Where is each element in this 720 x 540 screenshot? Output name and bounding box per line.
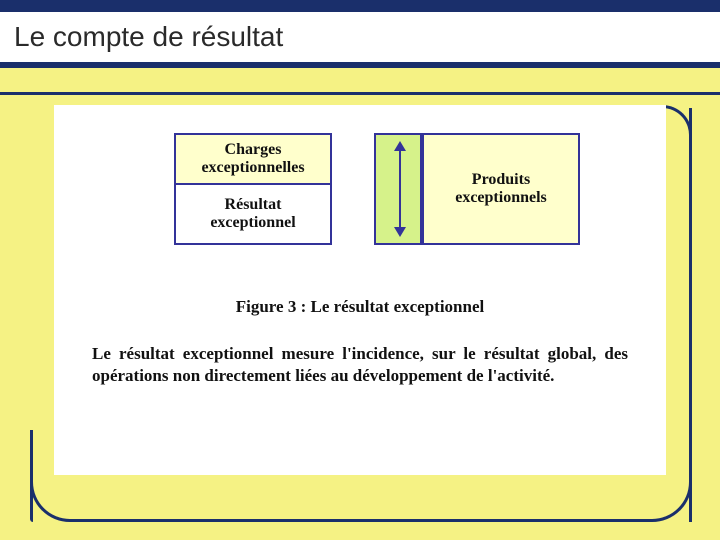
box-charges: Charges exceptionnelles [174, 133, 332, 185]
frame-corner-bl [30, 482, 70, 522]
diagram: Charges exceptionnelles Résultat excepti… [174, 133, 604, 293]
figure-caption: Figure 3 : Le résultat exceptionnel [54, 297, 666, 317]
content-panel: Charges exceptionnelles Résultat excepti… [54, 105, 666, 475]
box-produits-label: Produits exceptionnels [430, 171, 572, 208]
frame-bottom [70, 519, 652, 522]
title-bar: Le compte de résultat [0, 12, 720, 62]
box-charges-label: Charges exceptionnelles [182, 141, 324, 178]
body-paragraph: Le résultat exceptionnel mesure l'incide… [92, 343, 628, 387]
page-title: Le compte de résultat [14, 21, 283, 53]
frame-right [689, 108, 692, 522]
box-resultat-label: Résultat exceptionnel [182, 196, 324, 233]
frame-corner-tr [662, 105, 692, 135]
box-produits: Produits exceptionnels [422, 133, 580, 245]
frame-corner-br [652, 482, 692, 522]
frame-left [30, 430, 33, 522]
top-stripe [0, 0, 720, 12]
box-resultat: Résultat exceptionnel [174, 185, 332, 245]
title-underline [0, 62, 720, 68]
double-arrow-icon [391, 141, 409, 237]
title-thin-line [0, 92, 720, 95]
